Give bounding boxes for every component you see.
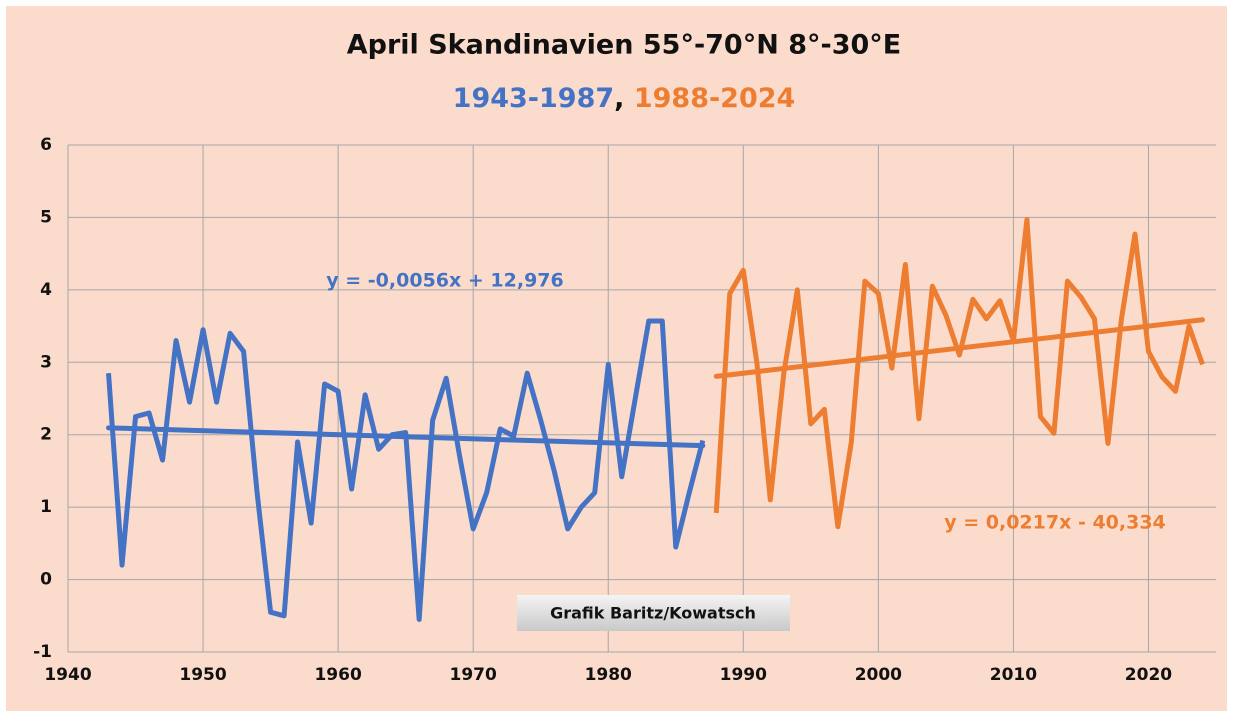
chart-subtitle: 1943-1987, 1988-2024	[453, 83, 796, 114]
y-tick-label: -1	[33, 642, 52, 662]
trend-equation: y = 0,0217x - 40,334	[944, 512, 1166, 534]
y-tick-label: 3	[40, 352, 52, 372]
y-tick-label: 1	[40, 497, 52, 517]
y-tick-label: 5	[40, 207, 52, 227]
x-tick-label: 1950	[179, 665, 226, 685]
data-line	[106, 318, 706, 622]
y-tick-label: 2	[40, 425, 52, 445]
x-tick-label: 2000	[855, 665, 902, 685]
subtitle-separator: ,	[614, 83, 624, 114]
x-tick-label: 1940	[44, 665, 91, 685]
subtitle-series: 1943-1987	[453, 83, 615, 114]
x-tick-label: 1960	[314, 665, 361, 685]
trend-line	[106, 425, 706, 449]
x-tick-label: 1990	[720, 665, 767, 685]
chart-title: April Skandinavien 55°-70°N 8°-30°E	[347, 30, 901, 61]
x-tick-label: 2020	[1125, 665, 1172, 685]
credit-box	[517, 595, 790, 631]
trend-line	[713, 317, 1205, 379]
subtitle-series: 1988-2024	[634, 83, 796, 114]
y-tick-label: 0	[40, 570, 52, 590]
credit: Grafik Baritz/Kowatsch	[550, 604, 756, 623]
x-tick-label: 1970	[450, 665, 497, 685]
y-tick-label: 6	[40, 135, 52, 155]
y-tick-label: 4	[40, 280, 52, 300]
data-line	[713, 217, 1205, 530]
trend-equation: y = -0,0056x + 12,976	[326, 270, 563, 292]
x-tick-label: 1980	[585, 665, 632, 685]
x-tick-label: 2010	[990, 665, 1037, 685]
